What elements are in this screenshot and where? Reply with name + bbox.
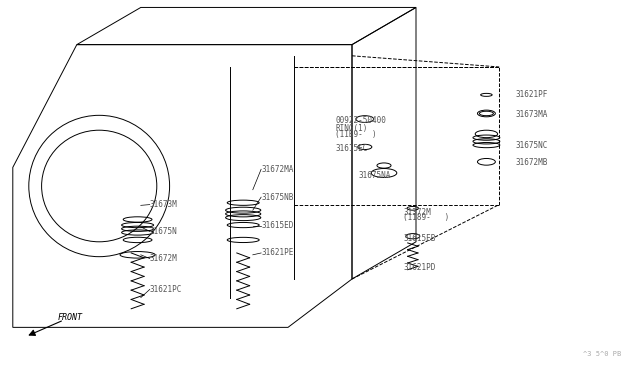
Text: 31621PE: 31621PE [261, 248, 294, 257]
Text: ^3 5^0 PB: ^3 5^0 PB [582, 351, 621, 357]
Text: 31675NC: 31675NC [515, 141, 548, 150]
Text: RING(1): RING(1) [335, 124, 368, 133]
Text: 31615EB: 31615EB [403, 234, 436, 243]
Text: 31673MA: 31673MA [515, 110, 548, 119]
Text: 31621PC: 31621PC [150, 285, 182, 294]
Text: 31675NB: 31675NB [261, 193, 294, 202]
Text: 31672MB: 31672MB [515, 158, 548, 167]
Text: (1189-   ): (1189- ) [403, 213, 449, 222]
Text: 31672M: 31672M [150, 254, 177, 263]
Text: 31675NA: 31675NA [358, 171, 391, 180]
Text: 31372M: 31372M [403, 208, 431, 217]
Text: 31621PF: 31621PF [515, 90, 548, 99]
Text: 00922-50400: 00922-50400 [335, 116, 386, 125]
Text: 31621PD: 31621PD [403, 263, 436, 272]
Text: 31672MA: 31672MA [261, 165, 294, 174]
Text: 31675N: 31675N [150, 227, 177, 236]
Text: FRONT: FRONT [58, 313, 83, 322]
Text: (11B9-  ): (11B9- ) [335, 130, 377, 139]
Text: 31673M: 31673M [150, 200, 177, 209]
Text: 31615ED: 31615ED [261, 221, 294, 230]
Text: 31615EC: 31615EC [335, 144, 368, 153]
